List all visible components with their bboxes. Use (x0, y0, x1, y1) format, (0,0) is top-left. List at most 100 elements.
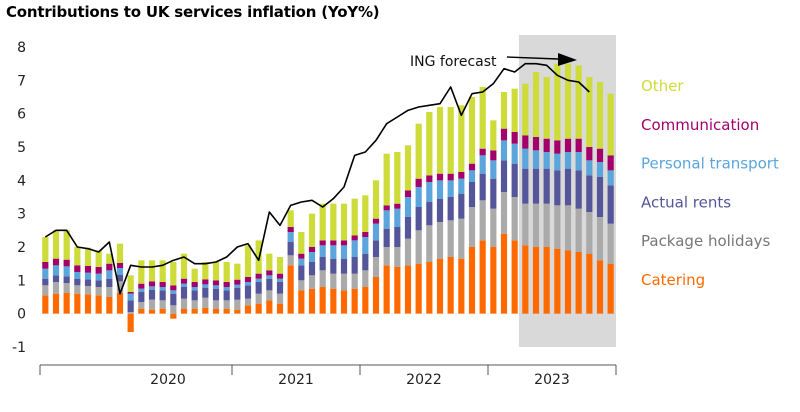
bar-communication-38 (447, 173, 454, 181)
bar-actual-rents-30 (362, 253, 369, 271)
bar-communication-8 (127, 292, 134, 294)
bar-other-51 (586, 77, 593, 147)
bar-other-31 (372, 180, 380, 219)
bar-communication-23 (287, 227, 294, 232)
bar-package-holidays-26 (319, 270, 326, 287)
bar-actual-rents-0 (42, 278, 49, 286)
bar-personal-transport-22 (276, 278, 284, 282)
bar-other-13 (180, 253, 188, 279)
bar-actual-rents-18 (234, 288, 241, 300)
bar-catering-2 (63, 293, 70, 314)
bar-package-holidays-28 (340, 273, 348, 291)
bar-other-45 (522, 83, 529, 136)
bar-other-16 (212, 262, 220, 281)
bar-personal-transport-5 (95, 273, 102, 281)
bar-communication-37 (436, 173, 444, 181)
bar-communication-1 (52, 258, 60, 266)
bar-actual-rents-4 (84, 279, 92, 286)
bar-other-48 (554, 63, 561, 141)
bar-actual-rents-9 (138, 292, 145, 302)
bar-other-11 (159, 260, 166, 282)
bar-catering-10 (148, 309, 156, 314)
bar-actual-rents-48 (554, 170, 561, 206)
bar-package-holidays-33 (394, 247, 401, 267)
bar-communication-50 (575, 138, 582, 152)
bar-other-33 (394, 152, 401, 204)
bar-personal-transport-28 (340, 245, 348, 259)
bar-personal-transport-27 (330, 245, 337, 259)
bar-catering-44 (511, 240, 518, 314)
bar-personal-transport-10 (148, 286, 156, 290)
bar-catering-36 (426, 262, 433, 314)
bar-personal-transport-38 (447, 180, 454, 197)
bar-communication-29 (351, 235, 358, 241)
bar-other-22 (276, 257, 284, 274)
bar-package-holidays-19 (244, 298, 252, 306)
bar-catering-37 (436, 258, 444, 314)
bar-communication-42 (490, 150, 497, 161)
bar-personal-transport-8 (127, 293, 134, 301)
bar-other-8 (127, 275, 134, 292)
bar-package-holidays-25 (308, 275, 316, 289)
bar-other-38 (447, 107, 454, 174)
bar-personal-transport-35 (415, 187, 422, 207)
bar-personal-transport-34 (404, 197, 412, 217)
bar-package-holidays-14 (191, 300, 198, 309)
bar-communication-53 (607, 155, 614, 171)
bar-package-holidays-39 (458, 218, 465, 259)
bar-catering-38 (447, 257, 454, 314)
bar-catering-24 (298, 290, 305, 314)
bar-other-41 (479, 87, 486, 149)
bar-package-holidays-7 (116, 281, 124, 293)
bar-actual-rents-2 (63, 276, 70, 283)
bar-catering-18 (234, 309, 241, 314)
bar-actual-rents-49 (564, 168, 572, 206)
bar-other-50 (575, 65, 582, 139)
bar-package-holidays-4 (84, 286, 92, 295)
bar-package-holidays-31 (372, 257, 380, 277)
bar-catering-47 (543, 247, 550, 314)
bar-catering-6 (106, 297, 113, 314)
bar-communication-32 (383, 205, 390, 211)
bar-catering-27 (330, 288, 337, 314)
bar-package-holidays-53 (607, 223, 614, 264)
bar-personal-transport-47 (543, 152, 550, 169)
bar-package-holidays-48 (554, 205, 561, 249)
bar-personal-transport-13 (180, 283, 188, 287)
bar-package-holidays-44 (511, 197, 518, 241)
bar-communication-36 (426, 175, 433, 182)
bar-catering-15 (202, 307, 209, 314)
bar-communication-6 (106, 263, 113, 271)
bar-personal-transport-16 (212, 285, 220, 289)
bar-actual-rents-32 (383, 228, 390, 247)
bar-catering-12 (170, 313, 177, 319)
bar-communication-3 (74, 265, 81, 272)
bar-other-27 (330, 203, 337, 241)
bar-package-holidays-17 (223, 300, 230, 309)
bar-actual-rents-13 (180, 287, 188, 299)
bar-communication-52 (596, 148, 604, 162)
legend-actual-rents: Actual rents (641, 193, 731, 211)
bar-other-29 (351, 198, 358, 236)
bar-package-holidays-51 (586, 212, 593, 254)
bar-other-39 (458, 105, 465, 172)
bar-actual-rents-23 (287, 242, 294, 256)
bar-personal-transport-40 (468, 170, 476, 182)
bar-communication-30 (362, 232, 369, 237)
bar-package-holidays-36 (426, 225, 433, 262)
bar-actual-rents-42 (490, 178, 497, 209)
bar-actual-rents-7 (116, 274, 124, 282)
bar-actual-rents-20 (255, 282, 262, 294)
legend-other: Other (641, 77, 684, 95)
y-tick-label: 2 (17, 240, 26, 256)
legend-layer: Other Communication Personal transport Actu… (641, 77, 779, 289)
bar-personal-transport-41 (479, 155, 486, 174)
x-year-label: 2021 (278, 372, 314, 388)
bar-actual-rents-34 (404, 217, 412, 239)
bar-package-holidays-32 (383, 247, 390, 266)
bar-other-32 (383, 153, 390, 206)
bar-actual-rents-26 (319, 257, 326, 271)
bar-actual-rents-37 (436, 198, 444, 222)
chart-title: Contributions to UK services inflation (… (6, 3, 380, 21)
bar-other-0 (42, 237, 49, 262)
